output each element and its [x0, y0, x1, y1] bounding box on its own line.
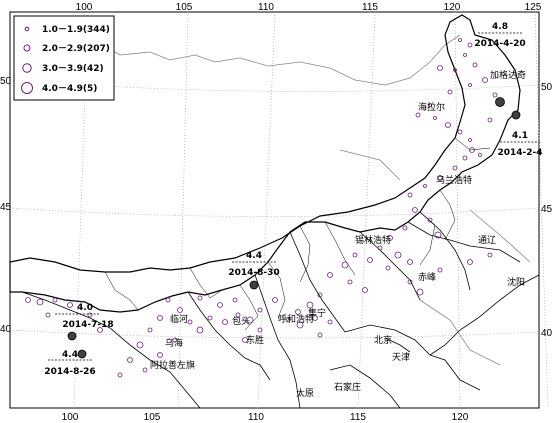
legend-box: [13, 15, 115, 101]
province-boundaries: [21, 211, 521, 409]
major-event-annotations: 4.8 2014-4-20 4.1 2014-2-4 4.4 2014-8-30…: [44, 22, 542, 377]
event-date: 2014-4-20: [474, 39, 525, 49]
foreign-borders: [94, 34, 531, 366]
event-magnitude: 4.4: [62, 350, 78, 360]
lat-tick-right: 40: [541, 328, 553, 339]
lon-tick-top: 110: [258, 2, 274, 13]
lat-tick-left: 45: [0, 202, 12, 213]
major-event-marker: [77, 349, 87, 359]
city-label: 天津: [392, 352, 410, 363]
legend-symbol: [21, 82, 33, 94]
city-label: 石家庄: [334, 381, 361, 393]
lon-tick-bottom: 105: [144, 412, 161, 423]
city-label: 包头: [232, 315, 250, 327]
lon-tick-top: 105: [176, 2, 193, 13]
city-label: 锡林浩特: [355, 234, 391, 246]
event-magnitude: 4.4: [246, 251, 262, 261]
lon-tick-top: 125: [525, 2, 542, 13]
event-date: 2014-8-30: [228, 268, 279, 278]
legend-label: 4.0－4.9(5): [42, 84, 97, 94]
major-event-marker: [67, 331, 77, 341]
city-label: 太原: [296, 387, 314, 399]
league-boundaries: [104, 137, 491, 331]
city-label: 海拉尔: [418, 101, 445, 113]
lon-tick-bottom: 115: [350, 412, 366, 423]
lat-tick-right: 50: [541, 82, 553, 93]
lon-tick-top: 100: [76, 2, 93, 13]
city-label: 乌海: [165, 337, 183, 349]
lon-tick-bottom: 110: [248, 412, 264, 423]
event-magnitude: 4.0: [77, 303, 93, 313]
event-magnitude: 4.8: [492, 22, 508, 32]
lat-tick-left: 40: [0, 324, 12, 335]
event-date: 2014-7-18: [62, 320, 113, 330]
city-label: 临河: [170, 313, 188, 325]
major-event-marker: [249, 280, 259, 290]
lat-tick-right: 45: [541, 204, 553, 215]
city-label: 赤峰: [418, 272, 436, 283]
event-magnitude: 4.1: [512, 131, 528, 141]
city-label: 呼和浩特: [278, 313, 314, 325]
lat-tick-left: 50: [0, 76, 12, 87]
legend-label: 3.0－3.9(42): [42, 64, 104, 74]
city-label: 乌兰浩特: [436, 174, 472, 186]
coastline: [429, 274, 540, 356]
annotation-lines: [48, 32, 540, 361]
city-label: 集宁: [308, 307, 326, 319]
city-label: 加格达奇: [490, 69, 526, 81]
city-label: 通辽: [478, 235, 496, 246]
major-event-marker: [495, 97, 505, 107]
lon-tick-bottom: 120: [452, 412, 469, 423]
legend-symbol: [23, 44, 31, 52]
major-event-markers: [67, 97, 521, 359]
inner-mongolia-boundary: [9, 14, 521, 313]
legend-symbol: [22, 63, 32, 73]
legend: 1.0－1.9(344) 2.0－2.9(207) 3.0－3.9(42) 4.…: [13, 15, 115, 101]
major-event-marker: [511, 110, 521, 120]
legend-label: 2.0－2.9(207): [42, 44, 110, 54]
earthquake-events: [25, 38, 502, 378]
legend-label: 1.0－1.9(344): [42, 25, 110, 35]
lon-tick-bottom: 100: [62, 412, 79, 423]
lon-tick-top: 115: [362, 2, 378, 13]
lon-tick-top: 120: [444, 2, 461, 13]
city-label: 北京: [374, 334, 392, 346]
city-label: 沈阳: [507, 276, 525, 288]
city-label: 阿拉善左旗: [150, 359, 195, 371]
event-date: 2014-8-26: [44, 367, 95, 377]
legend-symbol: [24, 26, 30, 32]
city-labels: 加格达奇 海拉尔 乌兰浩特 锡林浩特 通辽 沈阳 赤峰 呼和浩特 集宁 包头 临…: [150, 69, 526, 399]
city-label: 东胜: [246, 334, 264, 346]
event-date: 2014-2-4: [497, 148, 542, 158]
